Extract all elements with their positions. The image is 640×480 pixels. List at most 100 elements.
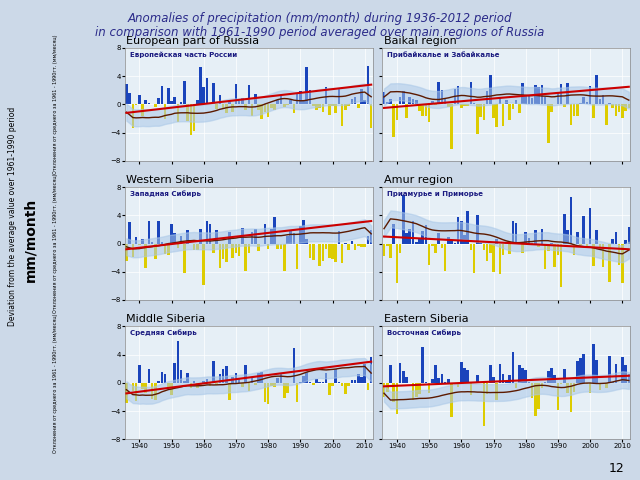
Bar	[592, 344, 595, 383]
Bar	[283, 104, 285, 107]
Bar	[451, 383, 453, 417]
Bar	[308, 90, 311, 104]
Bar	[392, 383, 395, 402]
Bar	[215, 230, 218, 244]
Bar	[296, 383, 298, 402]
Text: Прибайкалье и Забайкалье: Прибайкалье и Забайкалье	[387, 51, 500, 58]
Bar	[193, 104, 195, 132]
Bar	[563, 104, 566, 108]
Bar	[396, 104, 398, 120]
Bar	[399, 244, 401, 253]
Bar	[579, 358, 582, 383]
Bar	[570, 383, 572, 412]
Bar	[451, 241, 453, 244]
Bar	[505, 242, 508, 244]
Bar	[624, 365, 627, 383]
Bar	[389, 365, 392, 383]
Bar	[225, 244, 228, 262]
Text: Deviation from the average value over 1961-1990 period: Deviation from the average value over 19…	[8, 107, 17, 325]
Bar	[557, 244, 559, 255]
Text: Отклонения от среднего за 1961 - 1990гт. (мм/месяц): Отклонения от среднего за 1961 - 1990гт.…	[53, 35, 58, 174]
Bar	[483, 383, 485, 426]
Bar	[135, 237, 138, 244]
Bar	[212, 361, 214, 383]
Bar	[302, 376, 305, 383]
Bar	[267, 383, 269, 404]
Bar	[338, 231, 340, 244]
Bar	[325, 244, 328, 250]
Bar	[161, 242, 163, 244]
Bar	[586, 102, 588, 104]
Bar	[476, 104, 479, 133]
Bar	[148, 369, 150, 383]
Bar	[289, 230, 292, 244]
Bar	[318, 104, 321, 108]
Bar	[221, 244, 225, 259]
Bar	[129, 222, 131, 244]
Bar	[527, 238, 530, 244]
Bar	[251, 104, 253, 116]
Bar	[521, 83, 524, 104]
Bar	[202, 381, 205, 383]
Bar	[325, 87, 328, 104]
Text: Western Siberia: Western Siberia	[126, 175, 214, 185]
Bar	[267, 244, 269, 249]
Bar	[221, 369, 225, 383]
Bar	[412, 221, 414, 244]
Bar	[405, 233, 408, 244]
Bar	[299, 91, 301, 104]
Bar	[292, 104, 295, 113]
Bar	[328, 383, 331, 395]
Bar	[573, 383, 575, 392]
Bar	[218, 374, 221, 383]
Bar	[180, 370, 182, 383]
Bar	[189, 383, 192, 388]
Bar	[508, 104, 511, 120]
Bar	[164, 374, 166, 383]
Bar	[576, 104, 579, 116]
Bar	[611, 382, 614, 383]
Bar	[415, 383, 417, 397]
Bar	[608, 356, 611, 383]
Text: Amur region: Amur region	[384, 175, 453, 185]
Bar	[280, 96, 282, 104]
Bar	[408, 97, 411, 104]
Bar	[157, 98, 160, 104]
Bar	[157, 381, 160, 383]
Bar	[518, 242, 520, 244]
Bar	[260, 372, 263, 383]
Bar	[499, 97, 501, 104]
Bar	[138, 95, 141, 104]
Bar	[205, 379, 208, 383]
Bar	[505, 100, 508, 104]
Bar	[460, 221, 463, 244]
Bar	[257, 104, 260, 110]
Bar	[202, 244, 205, 285]
Bar	[132, 244, 134, 257]
Bar	[402, 195, 404, 244]
Bar	[154, 383, 157, 400]
Bar	[280, 374, 282, 383]
Bar	[170, 101, 173, 104]
Bar	[341, 244, 344, 263]
Bar	[318, 382, 321, 383]
Bar	[180, 236, 182, 244]
Bar	[173, 97, 176, 104]
Bar	[164, 104, 166, 120]
Bar	[418, 383, 420, 394]
Bar	[502, 104, 504, 126]
Bar	[489, 365, 492, 383]
Bar	[579, 103, 582, 104]
Bar	[611, 104, 614, 108]
Text: mm/month: mm/month	[24, 198, 38, 282]
Bar	[348, 244, 350, 250]
Bar	[557, 383, 559, 410]
Bar	[566, 230, 569, 244]
Bar	[370, 229, 372, 244]
Bar	[447, 379, 450, 383]
Bar	[492, 244, 495, 272]
Bar	[614, 104, 617, 117]
Bar	[254, 229, 257, 244]
Bar	[321, 104, 324, 112]
Bar	[332, 383, 334, 386]
